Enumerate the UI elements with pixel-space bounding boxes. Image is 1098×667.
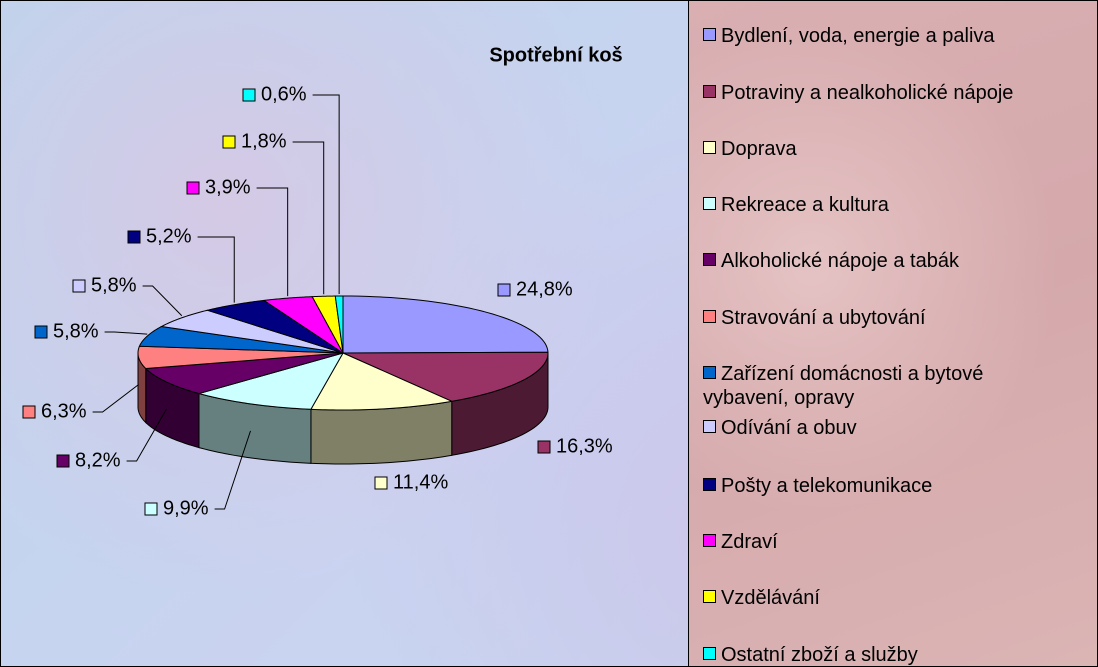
slice [311,295,344,354]
data-label: 9,9% [163,497,209,519]
data-label: 6,3% [41,400,87,422]
leader-line [126,408,167,462]
legend-swatch [703,253,716,266]
leader-line [312,94,340,295]
slice [137,345,344,370]
legend-item: Zdraví [703,530,778,554]
legend-swatch [703,141,716,154]
leader-line [142,285,183,317]
label-swatch [242,88,256,102]
legend-item: Potraviny a nealkoholické nápoje [703,81,1013,105]
legend-label: Ostatní zboží a služby [721,644,918,666]
label-swatch [72,279,86,293]
data-label: 5,8% [91,274,137,296]
leader-line [104,331,148,335]
legend-label: Bydlení, voda, energie a paliva [721,25,995,47]
legend: Bydlení, voda, energie a paliva Potraviny… [688,1,1097,666]
leader-line [197,236,235,303]
legend-label: Pošty a telekomunikace [721,475,933,497]
legend-swatch [703,85,716,98]
slice [262,296,344,354]
legend-swatch [703,366,716,379]
legend-label: Odívání a obuv [721,417,857,439]
leader-line [214,430,251,510]
legend-label: Vzdělávání [721,587,820,609]
data-label: 24,8% [516,278,573,300]
legend-swatch [703,478,716,491]
data-label: 1,8% [241,130,287,152]
plot-area: Spotřební koš 24,8% 16,3% 11,4% 9,9% 8,2% 6,3… [22,44,623,519]
data-label: 11,4% [393,471,448,493]
label-swatch [222,135,236,149]
legend-label: Rekreace a kultura [721,194,889,216]
legend-item: Doprava [703,137,797,161]
legend-label: Potraviny a nealkoholické nápoje [721,82,1014,104]
slice [144,352,344,395]
leader-line [256,187,289,297]
label-swatch [127,230,141,244]
label-swatch [144,502,158,516]
data-label: 8,2% [75,449,121,471]
legend-swatch [703,647,716,660]
slice [342,295,549,354]
slice [310,352,454,411]
legend-item: Odívání a obuv [703,416,857,440]
slice [342,351,549,402]
legend-item: Bydlení, voda, energie a paliva [703,24,995,48]
label-swatch [374,476,388,490]
legend-swatch [703,197,716,210]
slice-side [310,400,453,465]
legend-item: Vzdělávání [703,586,820,610]
data-label: 5,2% [146,225,192,247]
legend-label: Doprava [721,138,797,160]
legend-swatch [703,534,716,547]
legend-item: Pošty a telekomunikace [703,474,932,498]
label-swatch [34,325,48,339]
slice [334,295,344,354]
slice [197,352,345,410]
legend-swatch [703,28,716,41]
legend-item: Zařízení domácnosti a bytové vybavení, o… [703,362,1063,410]
label-swatch [56,454,70,468]
legend-item: Stravování a ubytování [703,306,926,330]
legend-item: Rekreace a kultura [703,193,889,217]
chart-title: Spotřební koš [489,44,622,66]
label-swatch [186,181,200,195]
legend-label: Zdraví [721,531,778,553]
legend-label: Alkoholické nápoje a tabák [721,250,959,272]
label-swatch [497,283,511,297]
slice [205,299,344,354]
slice [159,309,344,354]
leader-line [292,141,325,295]
legend-label: Stravování a ubytování [721,307,926,329]
legend-swatch [703,420,716,433]
legend-swatch [703,310,716,323]
legend-item: Alkoholické nápoje a tabák [703,249,959,273]
legend-label: Zařízení domácnosti a bytové vybavení, o… [703,363,984,409]
label-swatch [537,440,551,454]
slice [138,325,344,354]
data-label: 0,6% [261,83,307,105]
leader-line [92,384,139,413]
legend-swatch [703,590,716,603]
data-label: 16,3% [556,435,613,457]
data-label: 3,9% [205,176,251,198]
data-label: 5,8% [53,320,99,342]
legend-item: Ostatní zboží a služby [703,643,918,666]
label-swatch [22,405,36,419]
